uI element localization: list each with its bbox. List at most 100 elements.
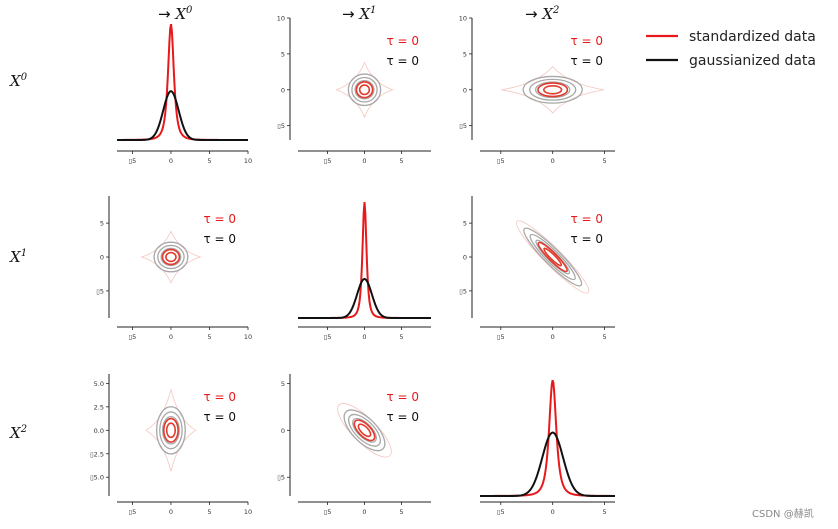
y-tick-label: 0.0 [94,427,104,435]
tau-gaussianized-label: τ = 0 [203,410,236,424]
x-tick-label: 0 [362,157,366,165]
contour-panel-2-1: ▯5 0 5 5 0 ▯5 τ = 0 τ = 0 [277,374,431,516]
x-tick-label: 0 [169,157,173,165]
gaussianized-contour [343,409,386,452]
diagonal-panel-1: ▯5 0 5 [298,202,431,341]
gaussianized-contour [153,241,189,273]
gaussianized-contour [522,75,583,104]
y-tick-label: 0 [100,254,104,262]
x-tick-label: 5 [399,333,403,341]
y-tick-label: ▯5 [277,122,285,130]
y-tick-label: 0 [281,427,285,435]
x-tick-label: ▯5 [324,508,332,516]
x-tick-label: ▯5 [129,508,137,516]
x-tick-label: 5 [603,508,607,516]
y-tick-label: ▯5 [459,287,467,295]
standardized-contour [358,84,371,96]
gaussianized-contour [161,415,180,445]
panel-grid: ▯5 0 5 10 ▯5 0 5 ▯5 0 5 ▯5 0 5 10 5 0 ▯5 τ = 0 τ = 0 ▯5 0 5 10… [90,15,616,516]
legend-gaussianized-label: gaussianized data [689,53,816,69]
column-label-1: → X1 [342,5,376,23]
standardized-contour [357,423,372,438]
y-tick-label: 10 [277,15,285,23]
contour-group [516,220,590,294]
standardized-contour [537,82,569,98]
x-tick-label: 0 [169,508,173,516]
tau-gaussianized-label: τ = 0 [386,54,419,68]
tau-standardized-label: τ = 0 [386,34,419,48]
contour-group [140,230,202,284]
row-label-2: X2 [9,424,27,442]
y-tick-label: ▯5 [459,122,467,130]
gaussianized-density-line [298,277,431,319]
standardized-contour [355,81,374,99]
contour-panel-0-1: ▯5 0 5 10 5 0 ▯5 τ = 0 τ = 0 [277,15,431,165]
gaussianized-contour [347,73,382,107]
x-tick-label: 5 [399,157,403,165]
x-tick-label: ▯5 [497,333,505,341]
row-label-0: X0 [9,72,28,90]
tau-standardized-label: τ = 0 [570,212,603,226]
gaussianized-contour [351,76,378,103]
gaussianized-contour [529,78,577,101]
contour-group [145,389,197,472]
standardized-contour [165,422,177,439]
standardized-contour [543,84,563,95]
x-tick-label: ▯5 [497,157,505,165]
x-tick-label: 0 [169,333,173,341]
y-tick-label: 0 [463,254,467,262]
y-tick-label: 10 [459,15,467,23]
x-tick-label: 5 [207,508,211,516]
y-tick-label: 5 [463,50,467,58]
gaussianized-contour [159,411,183,450]
y-tick-label: 5 [281,380,285,388]
y-tick-label: ▯5 [277,474,285,482]
gaussianized-density-line [480,431,615,497]
faint-contour [145,389,197,472]
gaussianized-contour [348,413,381,447]
x-tick-label: ▯5 [324,333,332,341]
contour-panel-2-0: ▯5 0 5 10 5.0 2.5 0.0 ▯2.5 ▯5.0 τ = 0 τ = 0 [90,374,252,516]
x-tick-label: ▯5 [497,508,505,516]
gaussianized-density-line [117,90,248,141]
tau-gaussianized-label: τ = 0 [570,232,603,246]
x-tick-label: 10 [244,333,252,341]
standardized-density-line [298,202,431,319]
standardized-contour [353,419,376,442]
gaussianized-contour [352,417,377,443]
gaussianized-contour [523,227,583,287]
tau-standardized-label: τ = 0 [203,390,236,404]
gaussianized-contour [534,81,571,99]
x-tick-label: 10 [244,508,252,516]
gaussianized-contour [155,406,186,455]
contour-panel-0-2: ▯5 0 5 10 5 0 ▯5 τ = 0 τ = 0 [459,15,615,165]
x-tick-label: ▯5 [129,157,137,165]
column-label-2: → X2 [525,5,559,23]
faint-contour [501,65,605,114]
contour-panel-1-2: ▯5 0 5 5 0 ▯5 τ = 0 τ = 0 [459,196,615,341]
standardized-contour [543,247,563,267]
x-tick-label: 5 [207,157,211,165]
standardized-contour [537,241,568,273]
gaussianized-contour [160,247,182,267]
y-tick-label: 5 [100,220,104,228]
x-tick-label: 10 [244,157,252,165]
gaussianized-contour [354,80,375,100]
y-tick-label: ▯5 [96,287,104,295]
x-tick-label: ▯5 [129,333,137,341]
legend: standardized data gaussianized data [646,29,816,69]
faint-contour [335,61,394,119]
diagonal-panel-2: ▯5 0 5 [480,379,616,516]
diagonal-panel-0: ▯5 0 5 10 [116,23,252,165]
tau-standardized-label: τ = 0 [570,34,603,48]
faint-contour [140,230,202,284]
legend-standardized-label: standardized data [689,29,816,45]
y-tick-label: 5 [281,50,285,58]
tau-standardized-label: τ = 0 [386,390,419,404]
tau-gaussianized-label: τ = 0 [386,410,419,424]
faint-contour [337,403,392,458]
x-tick-label: 0 [362,508,366,516]
x-tick-label: 0 [362,333,366,341]
x-tick-label: 5 [603,157,607,165]
